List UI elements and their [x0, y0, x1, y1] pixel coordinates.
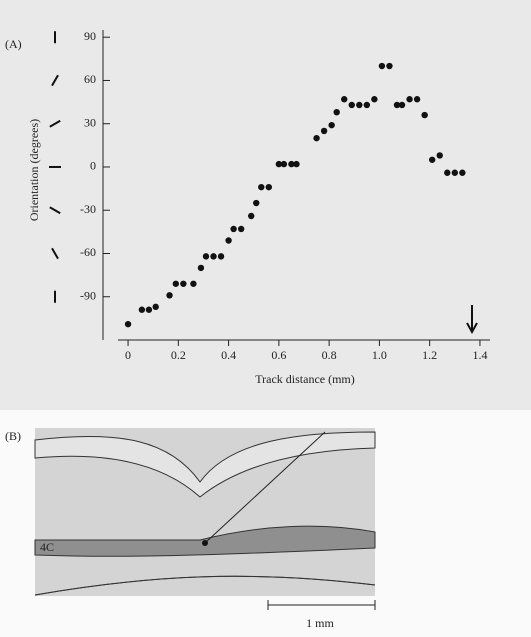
- point: [328, 121, 335, 129]
- point: [386, 62, 393, 70]
- scale-bar: [267, 600, 376, 610]
- x-tick-label: 0: [125, 348, 131, 362]
- x-tick-label: 0.2: [171, 348, 186, 362]
- point: [406, 96, 413, 103]
- x-tick-label: 1.2: [422, 348, 437, 362]
- y-tick-label: -30: [80, 202, 96, 216]
- point: [210, 253, 217, 260]
- point: [124, 320, 132, 328]
- y-tick-label: -60: [80, 245, 96, 259]
- point: [248, 212, 255, 220]
- panel-label: (B): [5, 429, 21, 443]
- point: [371, 96, 378, 103]
- point: [190, 280, 197, 287]
- point: [378, 62, 386, 70]
- point: [258, 183, 265, 191]
- point: [138, 306, 146, 313]
- layer-label: 4C: [40, 540, 54, 554]
- point: [348, 101, 355, 109]
- orientation-glyph: [49, 119, 61, 128]
- point: [152, 303, 159, 311]
- y-tick-label: 30: [84, 115, 96, 129]
- y-axis-label: Orientation (degrees): [27, 119, 41, 221]
- point: [253, 199, 260, 207]
- x-tick-label: 0.4: [221, 348, 236, 362]
- point: [459, 169, 466, 176]
- point: [280, 160, 288, 168]
- arrow: [466, 305, 478, 335]
- recording-site: [202, 540, 208, 546]
- point: [398, 101, 406, 109]
- point: [230, 225, 237, 233]
- x-tick-label: 0.6: [271, 348, 286, 362]
- orientation-glyph: [49, 206, 61, 215]
- point: [313, 134, 320, 142]
- y-tick-label: 60: [84, 72, 96, 86]
- point: [363, 101, 371, 109]
- point: [197, 264, 205, 272]
- point: [320, 127, 328, 135]
- plot: -90 -60 -30 0 30 60 90 0 0.2 0.4 0.6 0.8 1.0 1.2 1.4: [49, 29, 487, 362]
- point: [180, 280, 187, 287]
- scale-label: 1 mm: [306, 616, 334, 630]
- panel-label: (A): [5, 37, 22, 51]
- electrode-track: [204, 431, 326, 544]
- x-axis-label: Track distance (mm): [255, 372, 355, 386]
- point: [237, 225, 245, 233]
- orientation-glyph: [51, 247, 59, 260]
- point: [265, 183, 273, 191]
- point: [428, 156, 436, 163]
- y-tick-label: 0: [90, 159, 96, 173]
- point: [333, 108, 340, 116]
- point: [393, 101, 401, 109]
- point: [451, 169, 459, 176]
- point: [444, 169, 451, 176]
- mask: [0, 596, 531, 637]
- point: [436, 152, 443, 159]
- y-tick-label: -90: [80, 288, 96, 302]
- x-tick-label: 0.8: [322, 348, 337, 362]
- point: [202, 253, 210, 260]
- point: [413, 96, 421, 103]
- point: [172, 280, 180, 287]
- point: [145, 306, 153, 313]
- x-tick-label: 1.4: [472, 348, 487, 362]
- point: [356, 101, 363, 109]
- point: [166, 292, 173, 299]
- point: [225, 237, 232, 244]
- layer-1: [34, 431, 376, 498]
- x-tick-label: 1.0: [372, 348, 387, 362]
- panel-b: (B) 4C 1 mm: [0, 428, 531, 637]
- panel-a-background: [0, 0, 531, 410]
- point: [217, 253, 225, 260]
- y-tick-label: 90: [84, 29, 96, 43]
- orientation-glyph: [51, 74, 59, 87]
- boundary: [34, 575, 376, 596]
- point: [275, 160, 283, 168]
- point: [421, 111, 428, 119]
- point: [341, 96, 348, 103]
- point: [293, 160, 300, 168]
- point: [288, 160, 295, 168]
